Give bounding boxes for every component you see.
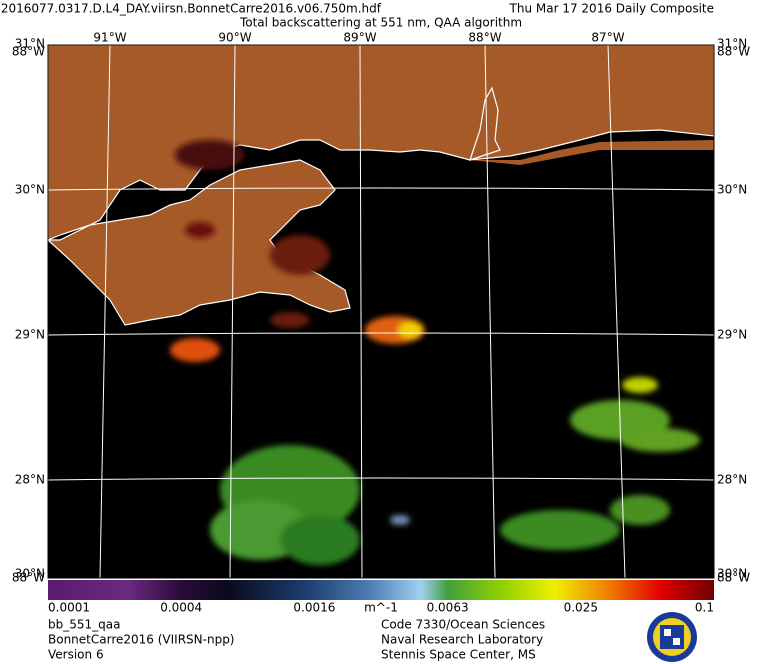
colorbar-label: 0.0063 [427, 601, 469, 615]
lat-label: 30°N [717, 183, 747, 197]
graticule-labels: 91°W 90°W 89°W 88°W 87°W 30°N 29°N 28°N 30°N 29°N… [12, 31, 750, 585]
footer-left: bb_551_qaa [48, 618, 120, 632]
corner-label: 88°W [12, 45, 45, 59]
corner-label: 31°N [717, 37, 747, 51]
corner-label: 30°N [717, 567, 747, 581]
nrl-logo [647, 612, 697, 662]
lon-label: 90°W [218, 31, 251, 45]
file-name: npp.2016077.0317.D.L4_DAY.viirsn.BonnetC… [0, 2, 382, 16]
lon-label: 89°W [343, 31, 376, 45]
lat-label: 30°N [15, 183, 45, 197]
colorbar-labels: 0.0001 0.0004 0.0016 0.0063 0.025 0.1 [48, 601, 714, 615]
lat-label: 28°N [15, 473, 45, 487]
corner-label: 88°W [717, 45, 750, 59]
lat-label: 28°N [717, 473, 747, 487]
lat-label: 29°N [717, 328, 747, 342]
colorbar [48, 580, 714, 600]
footer-right: Stennis Space Center, MS [381, 648, 536, 662]
footer-left: Version 6 [48, 648, 104, 662]
map-frame [47, 44, 715, 579]
footer-right: Code 7330/Ocean Sciences [381, 618, 545, 632]
map [46, 44, 715, 579]
colorbar-label: 0.0016 [293, 601, 335, 615]
colorbar-label: 0.0004 [160, 601, 202, 615]
footer-right: Naval Research Laboratory [381, 633, 543, 647]
colorbar-label: 0.1 [695, 601, 714, 615]
lon-label: 88°W [468, 31, 501, 45]
lon-label: 91°W [93, 31, 126, 45]
footer-left: BonnetCarre2016 (VIIRSN-npp) [48, 633, 235, 647]
land [470, 140, 714, 165]
corner-label: 88°W [12, 571, 45, 585]
date: Thu Mar 17 2016 Daily Composite [509, 2, 714, 16]
corner-label: 31°N [15, 37, 45, 51]
subtitle: Total backscattering at 551 nm, QAA algo… [239, 16, 522, 30]
corner-label: 30°N [15, 567, 45, 581]
corner-label: 88°W [717, 571, 750, 585]
graticule [47, 44, 715, 579]
lat-label: 29°N [15, 328, 45, 342]
colorbar-label: 0.025 [564, 601, 598, 615]
colorbar-unit: m^-1 [364, 601, 398, 615]
lon-label: 87°W [591, 31, 624, 45]
colorbar-label: 0.0001 [48, 601, 90, 615]
